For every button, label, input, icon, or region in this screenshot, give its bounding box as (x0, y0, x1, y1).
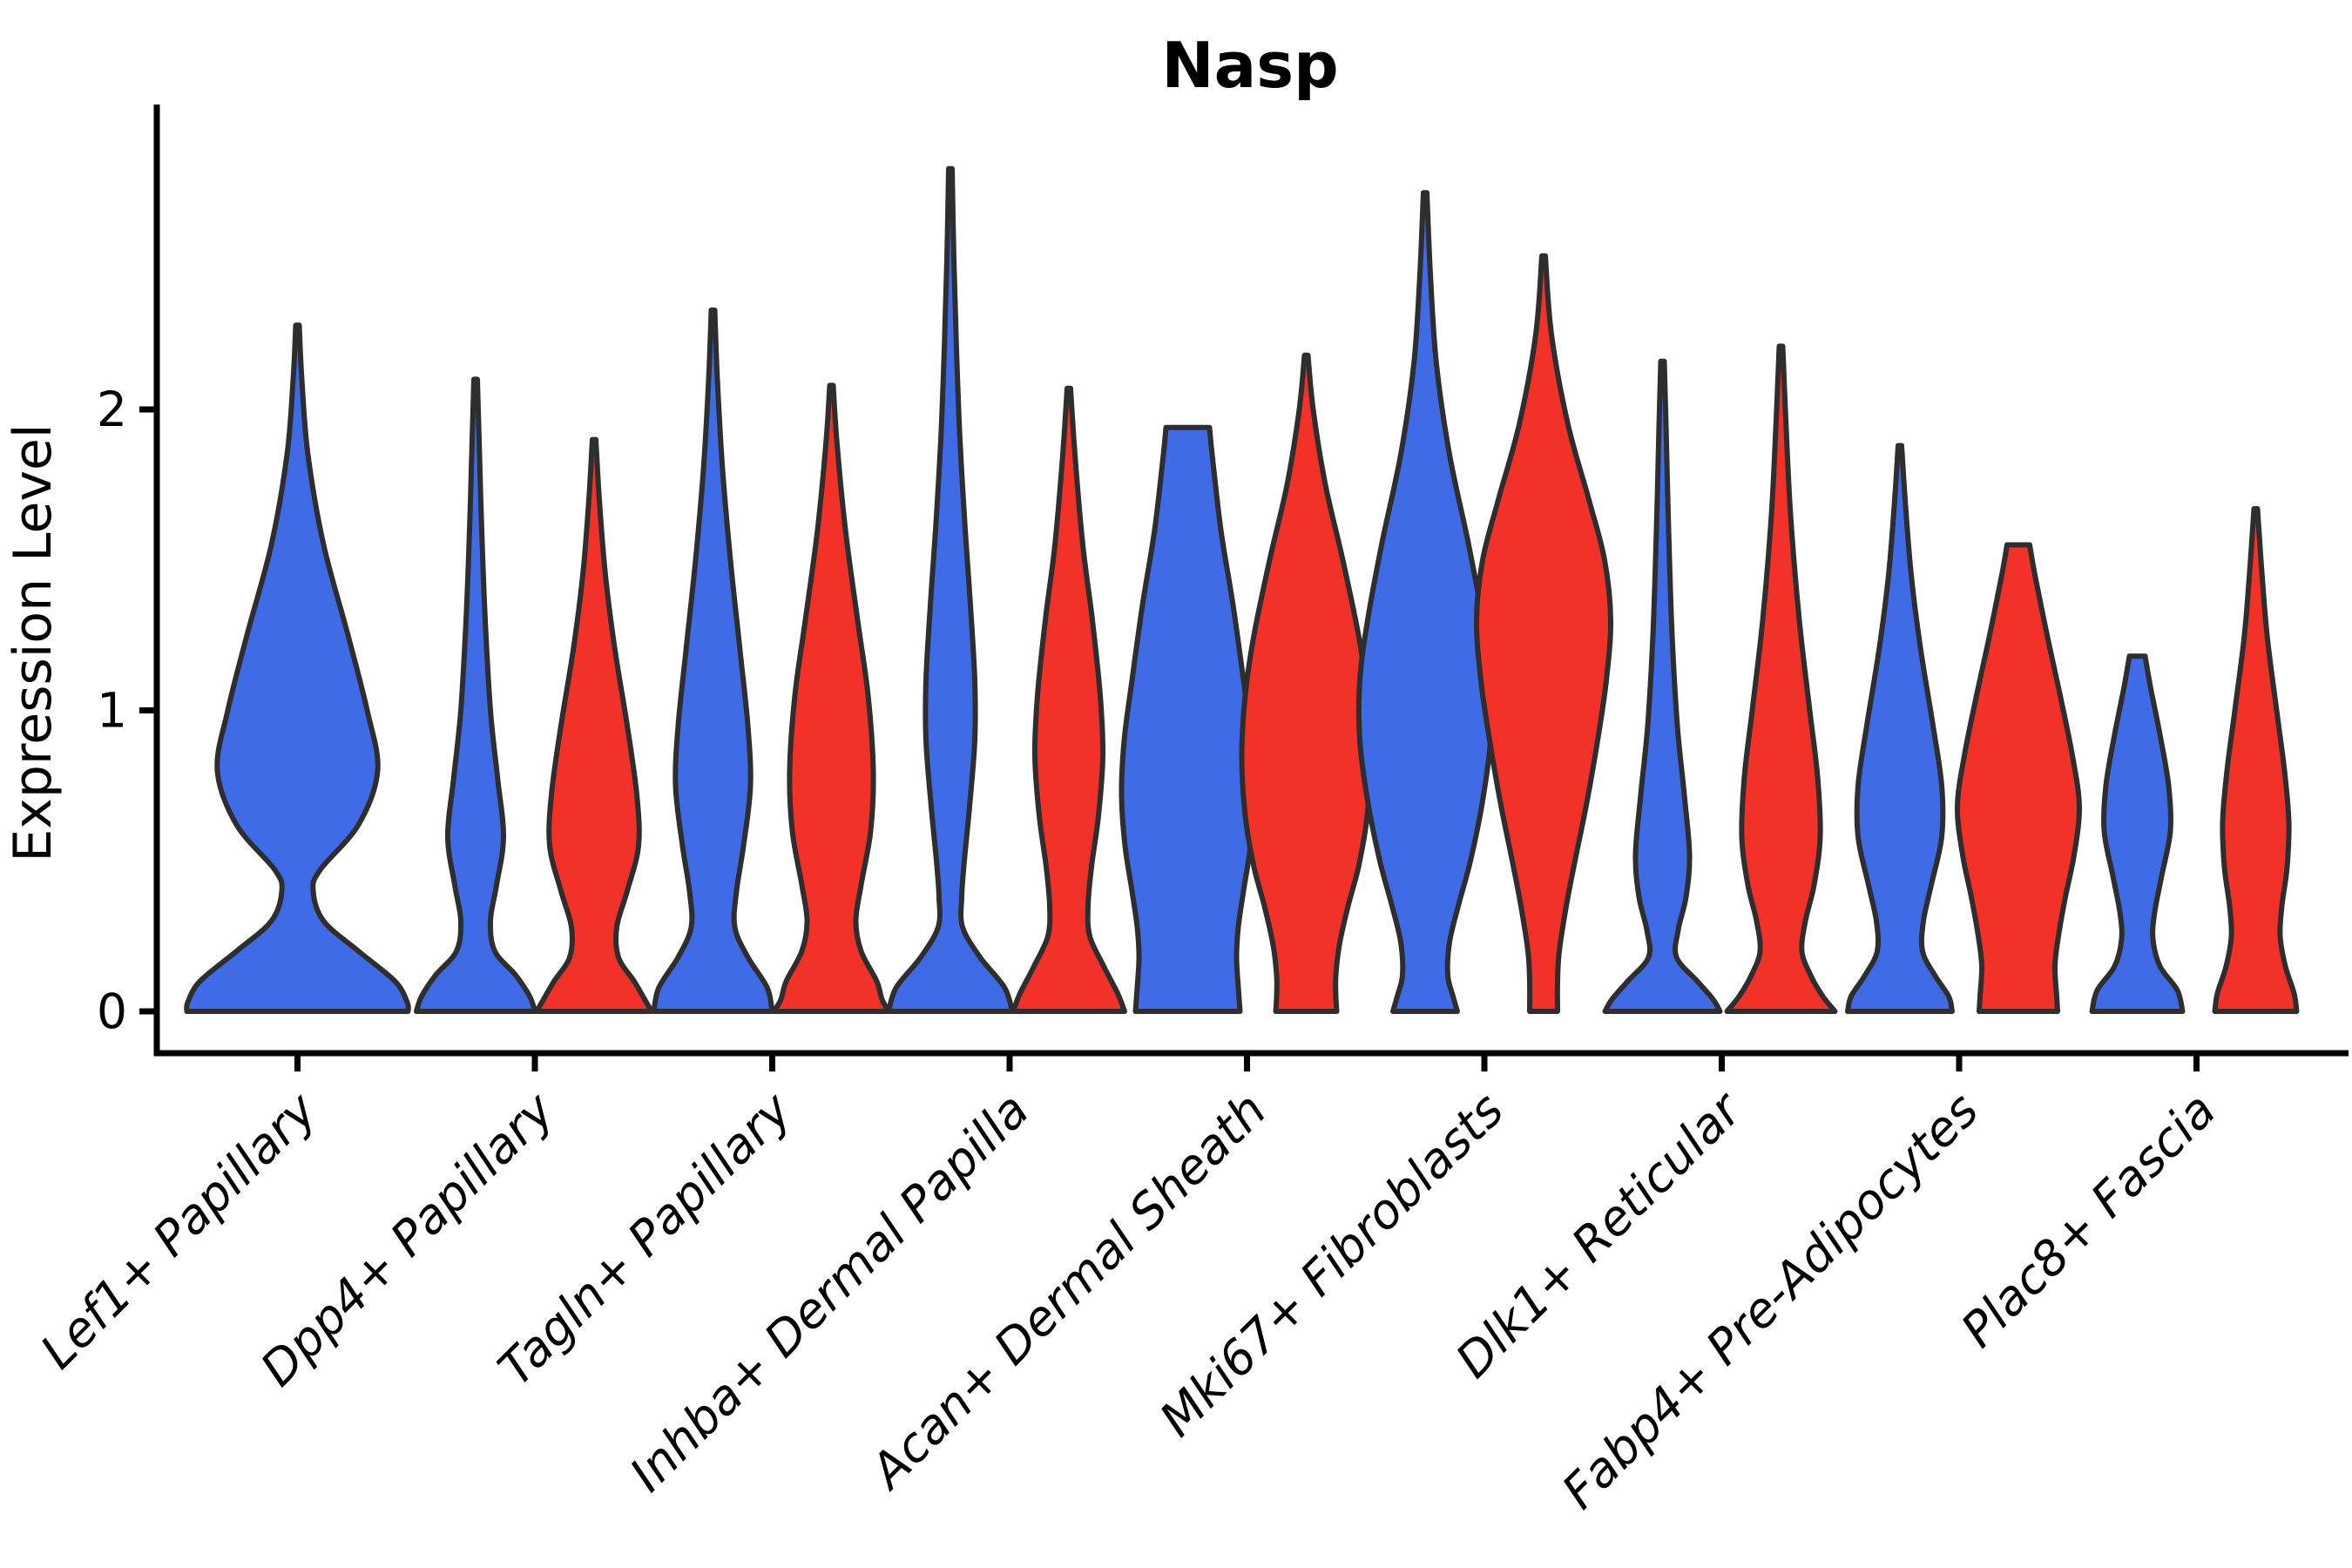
violin-red-tagln-papillary (771, 382, 892, 1014)
violin-red-dlk1-reticular (1724, 343, 1838, 1014)
violin-blue-acan-dermal-sheath (1119, 424, 1257, 1014)
violins-layer (184, 166, 2300, 1014)
violin-blue-dlk1-reticular (1602, 358, 1723, 1014)
violin-blue-fabp4-pre-adipocytes (1845, 443, 1955, 1014)
violin-blue-plac8-fascia (2089, 653, 2186, 1014)
violin-blue-mki67-fibroblasts (1355, 190, 1495, 1014)
violin-red-inhba-dermal-papilla (1010, 385, 1127, 1014)
x-tick-label: Acan+ Dermal Sheath (858, 1082, 1277, 1501)
y-tick-label: 2 (97, 382, 127, 437)
x-tick-label: Fabp4+ Pre-Adipocytes (1551, 1082, 1989, 1519)
violin-blue-dpp4-papillary (414, 376, 537, 1014)
violin-red-acan-dermal-sheath (1239, 352, 1374, 1014)
violin-blue-tagln-papillary (651, 308, 775, 1014)
violin-red-mki67-fibroblasts (1473, 253, 1614, 1014)
y-ticks-layer: 0 1 2 (97, 382, 157, 1039)
violin-blue-lef1-papillary (184, 322, 411, 1014)
y-tick-label: 0 (97, 983, 127, 1039)
y-axis-label: Expression Level (3, 423, 64, 862)
violin-red-dpp4-papillary (534, 436, 654, 1014)
y-tick-label: 1 (97, 683, 127, 739)
violin-red-plac8-fascia (2212, 506, 2300, 1014)
x-tick-label: Plac8+ Fascia (1950, 1082, 2227, 1358)
violin-red-fabp4-pre-adipocytes (1954, 542, 2083, 1014)
x-tick-label: Inhba+ Dermal Papilla (619, 1082, 1039, 1502)
plot-title: Nasp (1161, 29, 1338, 102)
violin-blue-inhba-dermal-papilla (886, 166, 1015, 1014)
